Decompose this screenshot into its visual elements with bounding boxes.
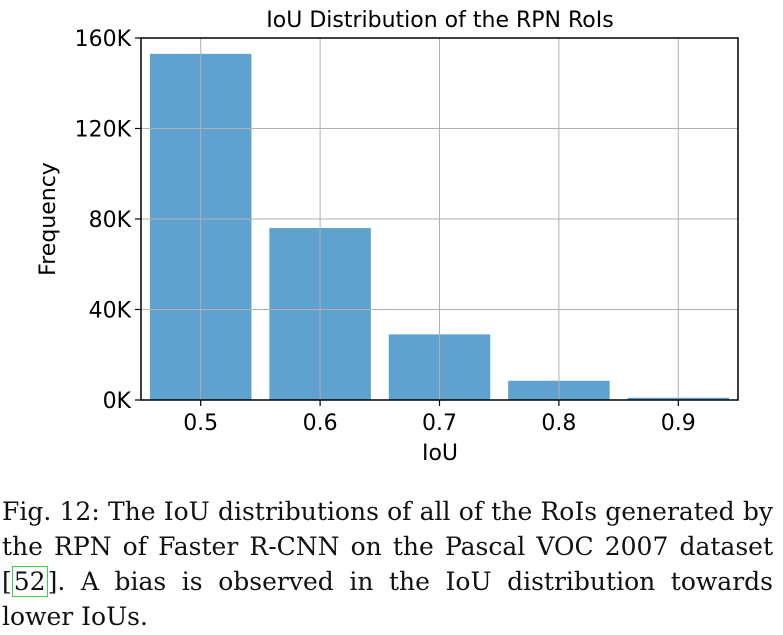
- x-axis-ticks: 0.5 0.6 0.7 0.8 0.9: [183, 400, 696, 436]
- x-tick-label: 0.8: [541, 411, 576, 436]
- citation-link[interactable]: 52: [11, 566, 48, 597]
- x-tick-label: 0.9: [661, 411, 696, 436]
- plot-frame: [140, 37, 739, 401]
- x-tick-label: 0.7: [422, 411, 457, 436]
- y-tick-label: 80K: [89, 208, 132, 233]
- figure-caption: Fig. 12: The IoU distributions of all of…: [2, 494, 773, 634]
- y-axis-label: Frequency: [36, 162, 61, 276]
- x-tick-label: 0.6: [303, 411, 338, 436]
- y-tick-label: 120K: [75, 118, 132, 143]
- y-tick-label: 40K: [89, 299, 132, 324]
- x-axis-label: IoU: [422, 441, 458, 466]
- caption-text-start: Fig. 12: The IoU distributions of all of…: [2, 497, 773, 596]
- y-axis-ticks: 0K 40K 80K 120K 160K: [75, 27, 141, 414]
- y-tick-label: 0K: [103, 389, 132, 414]
- caption-text-end: ]. A bias is observed in the IoU distrib…: [2, 567, 773, 631]
- y-tick-label: 160K: [75, 27, 132, 52]
- x-tick-label: 0.5: [183, 411, 218, 436]
- chart-title: IoU Distribution of the RPN RoIs: [266, 8, 613, 33]
- iou-bar-chart: IoU Distribution of the RPN RoIs 0K 40K 80…: [36, 8, 739, 466]
